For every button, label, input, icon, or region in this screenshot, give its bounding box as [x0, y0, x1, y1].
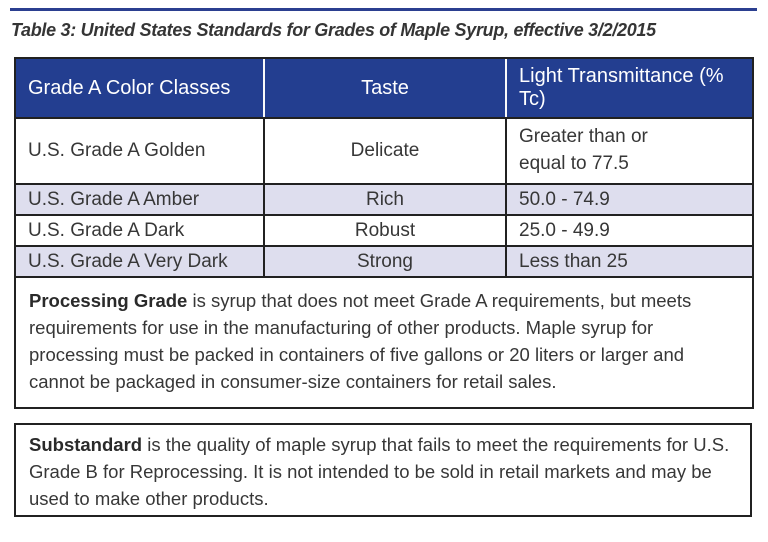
table-row-golden: U.S. Grade A Golden Delicate Greater tha… — [14, 117, 754, 185]
table-header-row: Grade A Color Classes Taste Light Transm… — [14, 57, 753, 119]
grade-cell: U.S. Grade A Dark — [14, 214, 265, 247]
substandard-note: Substandard is the quality of maple syru… — [14, 423, 752, 517]
table-row-dark: U.S. Grade A Dark Robust 25.0 - 49.9 — [14, 214, 754, 247]
column-header-light-transmittance: Light Transmittance (% Tc) — [505, 57, 753, 119]
top-rule-divider — [10, 8, 757, 11]
column-header-grade-a-color-classes: Grade A Color Classes — [14, 57, 264, 119]
taste-cell: Robust — [263, 214, 507, 247]
substandard-description: is the quality of maple syrup that fails… — [29, 434, 730, 509]
processing-grade-term: Processing Grade — [29, 290, 188, 311]
grade-cell: U.S. Grade A Amber — [14, 183, 265, 216]
table-row-amber: U.S. Grade A Amber Rich 50.0 - 74.9 — [14, 183, 754, 216]
transmittance-cell: Less than 25 — [505, 245, 754, 278]
grade-cell: U.S. Grade A Golden — [14, 117, 265, 185]
grade-cell: U.S. Grade A Very Dark — [14, 245, 265, 278]
substandard-term: Substandard — [29, 434, 143, 455]
processing-grade-note-row: Processing Grade is syrup that does not … — [14, 276, 754, 409]
taste-cell: Delicate — [263, 117, 507, 185]
column-header-taste: Taste — [263, 57, 506, 119]
table-row-very-dark: U.S. Grade A Very Dark Strong Less than … — [14, 245, 754, 278]
transmittance-value: Greater than or equal to 77.5 — [519, 126, 648, 174]
page-title: Table 3: United States Standards for Gra… — [11, 20, 656, 40]
taste-cell: Rich — [263, 183, 507, 216]
maple-syrup-grades-table: Grade A Color Classes Taste Light Transm… — [14, 57, 754, 409]
transmittance-cell: 50.0 - 74.9 — [505, 183, 754, 216]
transmittance-cell: 25.0 - 49.9 — [505, 214, 754, 247]
processing-grade-description: is syrup that does not meet Grade A requ… — [29, 290, 692, 392]
transmittance-cell: Greater than or equal to 77.5 — [505, 117, 754, 185]
processing-grade-note: Processing Grade is syrup that does not … — [14, 276, 754, 409]
taste-cell: Strong — [263, 245, 507, 278]
